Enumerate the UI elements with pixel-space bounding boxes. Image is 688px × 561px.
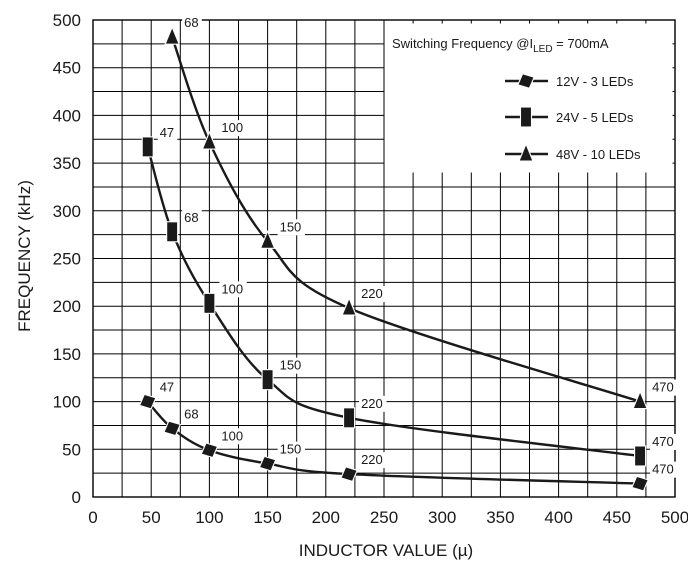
point-label: 150 xyxy=(280,358,302,373)
point-label-bg xyxy=(359,395,387,412)
data-point xyxy=(141,136,154,158)
y-tick-label: 350 xyxy=(53,154,81,173)
series-line xyxy=(146,146,641,458)
point-label-bg xyxy=(359,286,387,303)
legend-marker xyxy=(517,73,535,89)
point-label: 470 xyxy=(652,380,674,395)
data-point xyxy=(200,442,219,459)
x-tick-label: 300 xyxy=(428,508,456,527)
x-tick-label: 100 xyxy=(195,508,223,527)
x-tick-label: 400 xyxy=(544,508,572,527)
data-point xyxy=(138,393,157,410)
x-tick-label: 250 xyxy=(370,508,398,527)
data-point xyxy=(632,390,648,410)
point-label: 68 xyxy=(184,15,198,30)
point-label: 150 xyxy=(280,442,302,457)
data-point xyxy=(343,407,356,429)
point-label-bg xyxy=(219,428,247,445)
y-axis-label: FREQUENCY (kHz) xyxy=(15,180,34,332)
point-label-bg xyxy=(219,120,247,137)
y-tick-label: 400 xyxy=(53,106,81,125)
x-tick-label: 500 xyxy=(661,508,688,527)
point-label-bg xyxy=(650,433,678,450)
point-label-bg xyxy=(650,379,678,396)
point-label: 47 xyxy=(160,380,174,395)
y-tick-label: 200 xyxy=(53,297,81,316)
series-group: 47 68 100 150 220 470 47 68 100 150 220 470 68 100 150… xyxy=(138,15,678,492)
data-point xyxy=(164,25,180,45)
y-tick-label: 0 xyxy=(72,488,81,507)
point-label-bg xyxy=(277,219,305,236)
point-label: 47 xyxy=(160,125,174,140)
x-axis-label: INDUCTOR VALUE (µ) xyxy=(299,541,473,560)
point-label-bg xyxy=(277,357,305,374)
x-tick-label: 450 xyxy=(603,508,631,527)
point-label-bg xyxy=(182,15,202,32)
data-point xyxy=(261,369,274,391)
y-tick-label: 500 xyxy=(53,11,81,30)
data-point xyxy=(163,420,182,437)
point-label: 220 xyxy=(361,452,383,467)
series-2: 47 68 100 150 220 470 xyxy=(141,124,678,467)
data-point xyxy=(634,445,647,467)
point-label-bg xyxy=(650,461,678,478)
point-label: 100 xyxy=(221,120,243,135)
point-label: 68 xyxy=(184,406,198,421)
y-tick-label: 50 xyxy=(62,440,81,459)
point-label: 470 xyxy=(652,434,674,449)
point-label-bg xyxy=(182,209,202,226)
y-tick-label: 450 xyxy=(53,59,81,78)
point-label-bg xyxy=(219,281,247,298)
y-tick-label: 250 xyxy=(53,250,81,269)
data-point xyxy=(258,455,277,472)
data-point xyxy=(340,466,358,483)
point-label: 150 xyxy=(280,219,302,234)
point-label-bg xyxy=(182,406,202,423)
point-label: 470 xyxy=(652,462,674,477)
point-label: 100 xyxy=(221,428,243,443)
point-label: 68 xyxy=(184,210,198,225)
legend-entry: 12V - 3 LEDs xyxy=(556,74,634,89)
y-tick-label: 100 xyxy=(53,393,81,412)
y-tick-label: 150 xyxy=(53,345,81,364)
data-point xyxy=(203,292,216,314)
series-1: 47 68 100 150 220 470 xyxy=(138,379,678,492)
data-point xyxy=(631,475,649,492)
legend-box xyxy=(384,23,673,173)
point-label-bg xyxy=(157,379,178,396)
series-3: 68 100 150 220 470 xyxy=(164,15,678,410)
legend-entry: 24V - 5 LEDs xyxy=(556,110,634,125)
point-label: 220 xyxy=(361,286,383,301)
point-label: 220 xyxy=(361,396,383,411)
legend-marker xyxy=(518,142,534,162)
legend-entry: 48V - 10 LEDs xyxy=(556,147,641,162)
x-tick-label: 200 xyxy=(312,508,340,527)
data-point xyxy=(166,221,179,243)
plot-frame xyxy=(92,19,676,498)
data-point xyxy=(341,296,357,316)
x-tick-label: 0 xyxy=(88,508,97,527)
series-line xyxy=(171,36,641,403)
point-label-bg xyxy=(359,452,387,469)
legend: Switching Frequency @ILED = 700mA 12V - 3… xyxy=(384,23,673,173)
y-tick-label: 300 xyxy=(53,202,81,221)
legend-marker xyxy=(519,106,533,128)
x-tick-label: 50 xyxy=(142,508,161,527)
tick-labels: 0 50 100 150 200 250 300 350 400 450 500 0 50 100 150 2… xyxy=(53,11,688,527)
point-label-bg xyxy=(277,441,305,458)
x-tick-label: 350 xyxy=(486,508,514,527)
point-label: 100 xyxy=(221,281,243,296)
x-tick-label: 150 xyxy=(253,508,281,527)
point-label-bg xyxy=(157,124,178,141)
legend-title: Switching Frequency @ILED = 700mA xyxy=(392,36,609,55)
data-point xyxy=(259,229,276,249)
data-point xyxy=(201,130,218,150)
